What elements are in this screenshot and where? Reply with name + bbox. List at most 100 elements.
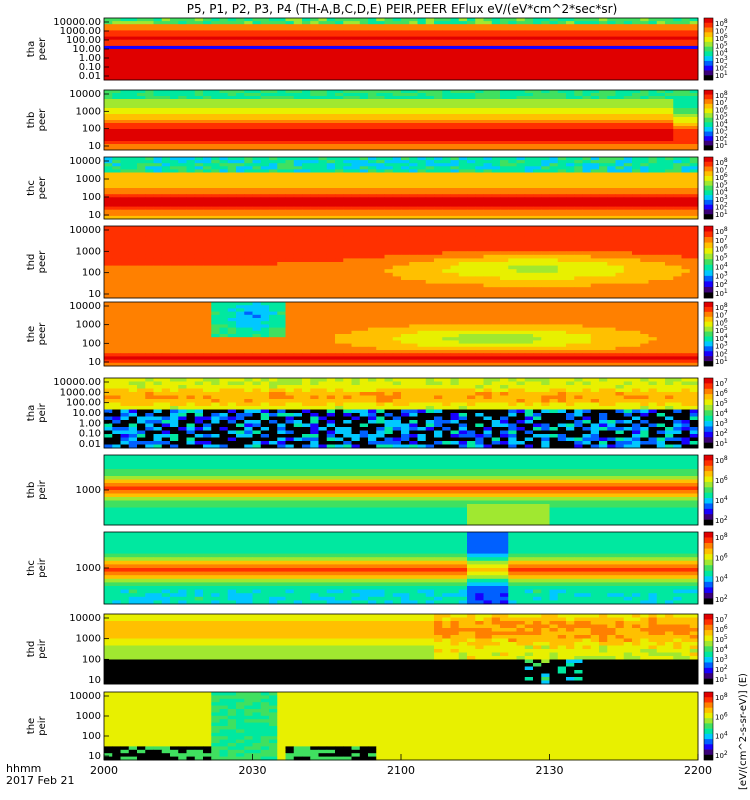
heatmap-cell xyxy=(649,30,658,34)
heatmap-cell xyxy=(286,55,295,59)
heatmap-cell xyxy=(599,126,608,129)
heatmap-cell xyxy=(170,49,179,53)
heatmap-cell xyxy=(393,144,402,147)
heatmap-cell xyxy=(253,213,262,217)
heatmap-cell xyxy=(673,207,682,211)
heatmap-cell xyxy=(599,129,608,132)
heatmap-cell xyxy=(310,114,319,117)
heatmap-cell xyxy=(459,18,468,22)
heatmap-cell xyxy=(228,251,237,255)
colorbar-swatch xyxy=(704,132,713,137)
heatmap-cell xyxy=(376,210,385,214)
heatmap-cell xyxy=(665,160,674,164)
heatmap-cell xyxy=(484,135,493,138)
heatmap-cell xyxy=(137,65,146,69)
heatmap-cell xyxy=(368,141,377,144)
heatmap-cell xyxy=(550,71,559,75)
heatmap-cell xyxy=(599,210,608,214)
heatmap-cell xyxy=(632,240,641,244)
heatmap-cell xyxy=(517,163,526,167)
heatmap-cell xyxy=(484,210,493,214)
heatmap-cell xyxy=(277,141,286,144)
heatmap-cell xyxy=(253,144,262,147)
heatmap-cell xyxy=(244,169,253,173)
heatmap-cell xyxy=(558,105,567,108)
heatmap-cell xyxy=(492,176,501,180)
heatmap-cell xyxy=(500,61,509,65)
heatmap-cell xyxy=(360,188,369,192)
heatmap-cell xyxy=(269,71,278,75)
heatmap-cell xyxy=(607,129,616,132)
heatmap-cell xyxy=(368,144,377,147)
heatmap-cell xyxy=(244,179,253,183)
heatmap-cell xyxy=(541,96,550,99)
heatmap-cell xyxy=(583,55,592,59)
heatmap-cell xyxy=(178,90,187,93)
heatmap-cell xyxy=(310,176,319,180)
heatmap-cell xyxy=(244,197,253,201)
heatmap-cell xyxy=(508,37,517,41)
heatmap-cell xyxy=(203,138,212,141)
heatmap-cell xyxy=(500,24,509,28)
heatmap-cell xyxy=(434,102,443,105)
heatmap-cell xyxy=(434,58,443,62)
heatmap-cell xyxy=(533,251,542,255)
heatmap-cell xyxy=(665,52,674,56)
panel-2: 10000100010010thbpeer1081071061051041031… xyxy=(26,89,728,152)
heatmap-cell xyxy=(591,49,600,53)
heatmap-cell xyxy=(352,68,361,72)
heatmap-cell xyxy=(294,61,303,65)
heatmap-cell xyxy=(269,207,278,211)
heatmap-cell xyxy=(137,99,146,102)
heatmap-cell xyxy=(319,233,328,237)
heatmap-cell xyxy=(343,105,352,108)
heatmap-cell xyxy=(508,61,517,65)
heatmap-cell xyxy=(475,191,484,195)
heatmap-cell xyxy=(178,182,187,186)
heatmap-cell xyxy=(360,58,369,62)
heatmap-cell xyxy=(294,24,303,28)
heatmap-cell xyxy=(492,111,501,114)
heatmap-cell xyxy=(574,157,583,161)
heatmap-cell xyxy=(657,111,666,114)
heatmap-cell xyxy=(277,34,286,38)
heatmap-cell xyxy=(170,169,179,173)
heatmap-cell xyxy=(360,200,369,204)
heatmap-cell xyxy=(517,120,526,123)
heatmap-cell xyxy=(154,204,163,208)
heatmap-cell xyxy=(244,248,253,252)
heatmap-cell xyxy=(244,18,253,22)
heatmap-cell xyxy=(583,207,592,211)
heatmap-cell xyxy=(401,233,410,237)
heatmap-cell xyxy=(508,90,517,93)
heatmap-cell xyxy=(187,117,196,120)
heatmap-cell xyxy=(682,244,691,248)
heatmap-cell xyxy=(211,248,220,252)
heatmap-cell xyxy=(434,169,443,173)
heatmap-cell xyxy=(302,166,311,170)
heatmap-cell xyxy=(187,27,196,31)
heatmap-cell xyxy=(525,52,534,56)
heatmap-cell xyxy=(500,213,509,217)
heatmap-cell xyxy=(583,200,592,204)
heatmap-cell xyxy=(327,30,336,34)
heatmap-cell xyxy=(286,197,295,201)
heatmap-cell xyxy=(269,90,278,93)
heatmap-cell xyxy=(385,34,394,38)
heatmap-cell xyxy=(616,99,625,102)
heatmap-cell xyxy=(492,49,501,53)
heatmap-cell xyxy=(409,129,418,132)
heatmap-cell xyxy=(434,108,443,111)
heatmap-cell xyxy=(484,61,493,65)
heatmap-cell xyxy=(541,90,550,93)
heatmap-cell xyxy=(459,182,468,186)
heatmap-cell xyxy=(137,40,146,44)
heatmap-cell xyxy=(244,126,253,129)
heatmap-cell xyxy=(517,204,526,208)
heatmap-cell xyxy=(426,163,435,167)
heatmap-cell xyxy=(451,108,460,111)
heatmap-cell xyxy=(632,141,641,144)
heatmap-cell xyxy=(269,120,278,123)
heatmap-cell xyxy=(599,114,608,117)
heatmap-cell xyxy=(319,52,328,56)
